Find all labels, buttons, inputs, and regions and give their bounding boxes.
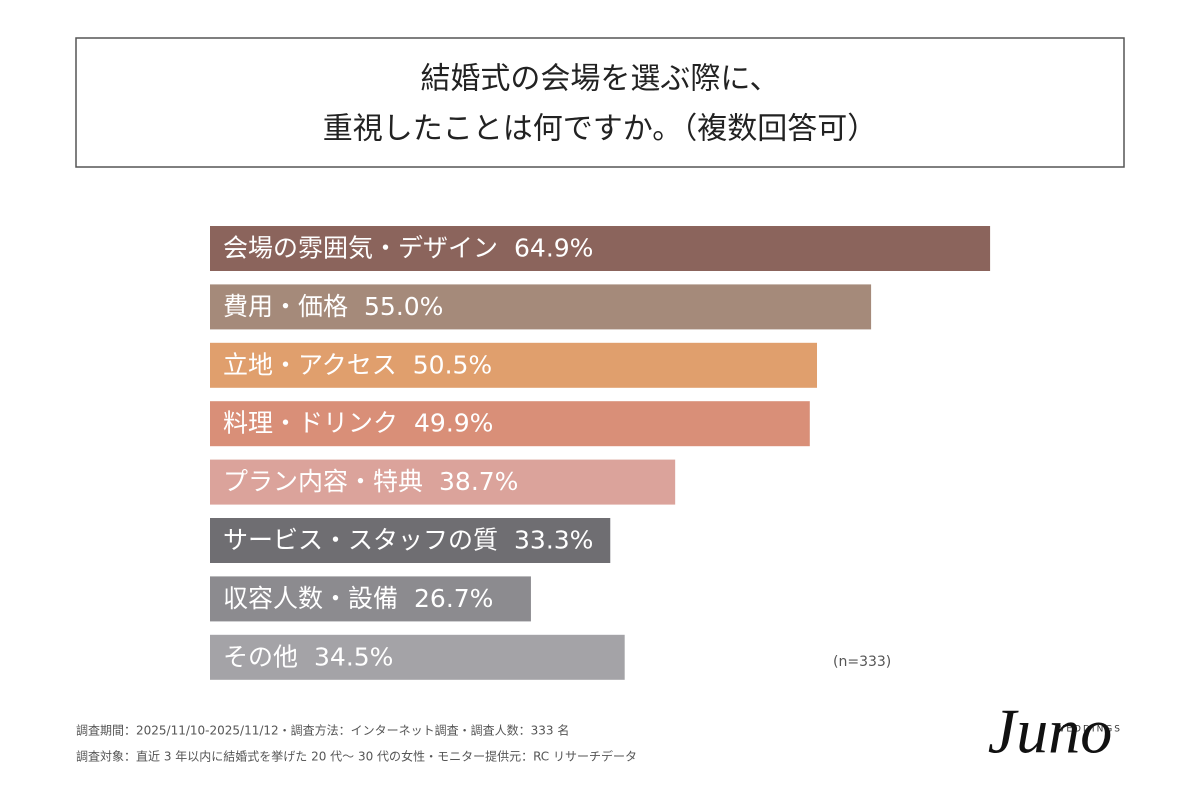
category-label: 立地・アクセス: [223, 350, 397, 379]
bar-label: 費用・価格 55.0%: [223, 292, 443, 321]
category-label: プラン内容・特典: [223, 467, 423, 496]
value-label: 50.5%: [413, 350, 492, 379]
category-label: その他: [223, 642, 298, 671]
bar: [210, 459, 676, 505]
value-label: 64.9%: [514, 234, 593, 263]
value-label: 49.9%: [414, 409, 493, 438]
footnote: 調査対象：直近 3 年以内に結婚式を挙げた 20 代～ 30 代の女性・モニター…: [76, 749, 637, 764]
chart-title: 結婚式の会場を選ぶ際に、: [420, 62, 779, 97]
bar-label: その他 34.5%: [223, 642, 393, 671]
category-label: 料理・ドリンク: [223, 409, 398, 438]
bar: [210, 342, 818, 388]
logo: Juno: [988, 696, 1112, 767]
value-label: 34.5%: [314, 642, 393, 671]
bar: [210, 518, 611, 563]
bar: [210, 576, 531, 622]
footnote: 調査期間：2025/11/10-2025/11/12・調査方法：インターネット調…: [76, 723, 569, 738]
bar-label: 収容人数・設備 26.7%: [223, 584, 493, 613]
value-label: 26.7%: [414, 584, 493, 613]
value-label: 55.0%: [364, 292, 443, 321]
bar: [210, 634, 625, 680]
category-label: 会場の雰囲気・デザイン: [223, 234, 498, 263]
bar: [210, 226, 991, 271]
bar-label: 立地・アクセス 50.5%: [223, 350, 492, 379]
bar-label: 料理・ドリンク 49.9%: [223, 409, 493, 438]
category-label: 収容人数・設備: [223, 584, 398, 613]
category-label: 費用・価格: [223, 292, 348, 321]
chart-title: 重視したことは何ですか。（複数回答可）: [323, 112, 877, 147]
bar-label: 会場の雰囲気・デザイン 64.9%: [223, 234, 593, 263]
category-label: サービス・スタッフの質: [223, 526, 498, 555]
bar: [210, 401, 810, 447]
bar: [210, 284, 872, 330]
value-label: 33.3%: [514, 526, 593, 555]
logo-sub: WEDDINGS: [1055, 725, 1122, 735]
bar-label: プラン内容・特典 38.7%: [223, 467, 518, 496]
sample-note: (n=333): [833, 654, 891, 670]
title-box: [75, 37, 1125, 168]
bar-label: サービス・スタッフの質 33.3%: [223, 526, 593, 555]
value-label: 38.7%: [439, 467, 518, 496]
